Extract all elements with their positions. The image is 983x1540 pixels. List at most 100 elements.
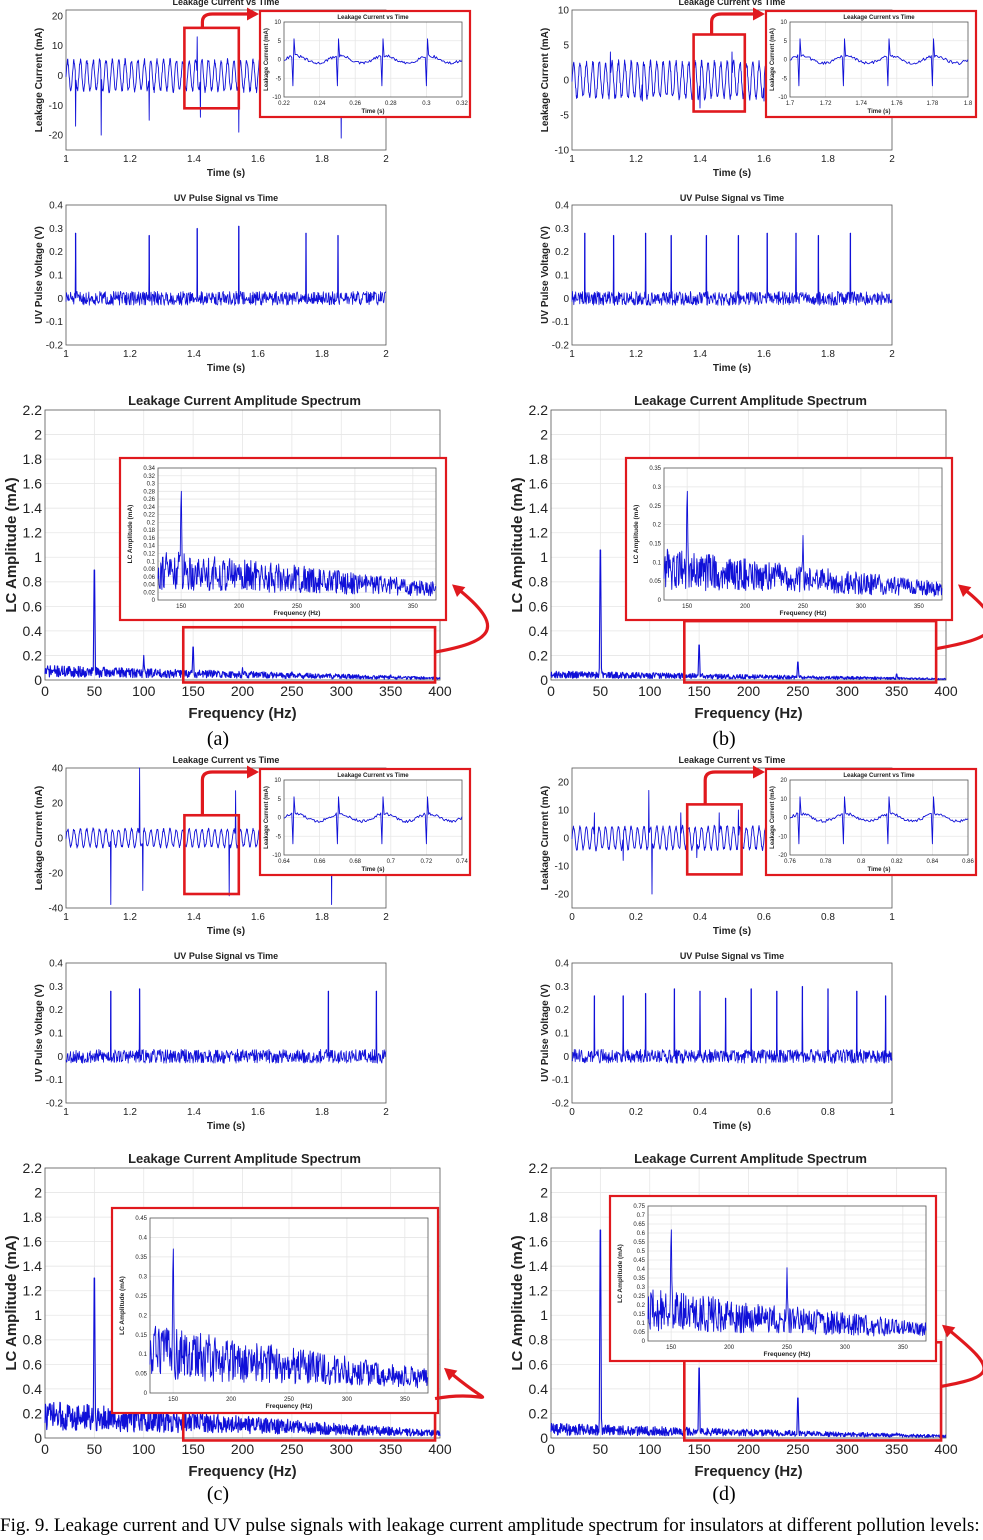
- time-inset-ytick-label: 10: [274, 778, 281, 784]
- spectrum-zoom-arrow: [935, 590, 983, 651]
- spectrum-inset-xtick-label: 200: [234, 604, 245, 610]
- uv-plot-title: UV Pulse Signal vs Time: [174, 951, 278, 961]
- time-inset-frame: [764, 767, 978, 877]
- spectrum-inset-ytick-label: 0.3: [147, 482, 156, 488]
- spectrum-zoom-arrow: [940, 1330, 983, 1389]
- spectrum-inset-ytick-label: 0.15: [633, 1312, 645, 1318]
- spectrum-xtick-label: 250: [786, 1441, 810, 1457]
- uv-plot-ylabel: UV Pulse Voltage (V): [34, 226, 45, 324]
- time-plot-xtick-label: 1.2: [123, 154, 137, 165]
- time-plot-ytick-label: 40: [52, 764, 64, 775]
- spectrum-xtick-label: 50: [593, 1441, 609, 1457]
- time-inset-xtick-label: 1.78: [927, 101, 939, 107]
- spectrum-inset-xlabel: Frequency (Hz): [764, 1351, 811, 1358]
- spectrum-xtick-label: 300: [330, 683, 354, 699]
- uv-plot-ytick-label: 0.2: [49, 1005, 63, 1016]
- figure-caption: Fig. 9. Leakage current and UV pulse sig…: [0, 1515, 983, 1536]
- time-zoom-arrow: [703, 770, 757, 805]
- time-inset-frame: [789, 779, 969, 856]
- spectrum-xtick-label: 400: [934, 1441, 958, 1457]
- spectrum-ytick-label: 0.4: [23, 1381, 43, 1397]
- uv-plot-xlabel: Time (s): [713, 1121, 751, 1132]
- time-inset-xtick-label: 0.76: [784, 859, 796, 865]
- time-plot: Leakage Current vs Time 1 1.2 1.4 1.6 1.8 2 -10…: [540, 0, 978, 179]
- spectrum-inset-ytick-label: 0: [642, 1339, 646, 1345]
- uv-plot-series-line: [571, 985, 893, 1064]
- time-inset-ytick-label: 20: [780, 778, 787, 784]
- spectrum-xtick-label: 200: [231, 1441, 255, 1457]
- spectrum-ytick-label: 0.8: [529, 574, 549, 590]
- spectrum-ytick-label: 1.8: [529, 1209, 549, 1225]
- uv-plot-xtick-label: 1.8: [821, 349, 835, 360]
- spectrum-inset-ytick-label: 0.2: [139, 1313, 148, 1319]
- time-plot-xtick-label: 2: [383, 154, 389, 165]
- spectrum-ylabel: LC Amplitude (mA): [509, 1235, 526, 1370]
- time-inset-title: Leakage Current vs Time: [337, 773, 409, 779]
- spectrum-inset-series-line: [647, 1229, 927, 1337]
- spectrum-ytick-label: 1: [540, 549, 548, 565]
- spectrum-xtick-label: 250: [786, 683, 810, 699]
- time-inset-ytick-label: 5: [278, 797, 282, 803]
- spectrum-ytick-label: 2.2: [23, 402, 43, 418]
- spectrum-xtick-label: 400: [934, 683, 958, 699]
- spectrum-ytick-label: 0.2: [23, 1405, 43, 1421]
- uv-plot-xtick-label: 2: [383, 349, 389, 360]
- time-inset-xtick-label: 0.86: [962, 859, 974, 865]
- time-zoom-arrow-head: [753, 7, 765, 21]
- spectrum-inset-ytick-label: 0.16: [143, 536, 155, 542]
- spectrum-ytick-label: 1.2: [23, 1283, 43, 1299]
- time-inset-xtick-label: 0.78: [820, 859, 832, 865]
- time-inset-xtick-label: 1.72: [820, 101, 832, 107]
- time-zoom-box: [685, 803, 743, 876]
- uv-plot-ylabel: UV Pulse Voltage (V): [540, 984, 551, 1082]
- spectrum-xtick-label: 50: [593, 683, 609, 699]
- time-plot-xtick-label: 1.6: [251, 154, 265, 165]
- spectrum-ytick-label: 0.6: [529, 1356, 549, 1372]
- spectrum-inset-ytick-label: 0.25: [633, 1294, 645, 1300]
- time-plot-xtick-label: 1.4: [187, 154, 201, 165]
- time-plot-ytick-label: 10: [52, 41, 64, 52]
- spectrum-inset-ytick-label: 0.32: [143, 474, 155, 480]
- time-plot-title: Leakage Current vs Time: [173, 0, 280, 7]
- spectrum-frame: [550, 1167, 947, 1439]
- spectrum-inset-ytick-label: 0.5: [637, 1249, 646, 1255]
- uv-plot-xtick-label: 1.2: [123, 1107, 137, 1118]
- time-zoom-arrow: [710, 12, 757, 35]
- uv-plot-xtick-label: 1: [63, 1107, 69, 1118]
- time-inset-xtick-label: 0.74: [456, 859, 468, 865]
- spectrum-ytick-label: 1.8: [23, 1209, 43, 1225]
- spectrum-inset-ytick-label: 0.26: [143, 497, 155, 503]
- uv-plot-xtick-label: 0.8: [821, 1107, 835, 1118]
- time-inset-ylabel: Leakage Current (mA): [770, 28, 776, 91]
- spectrum-series-line: [550, 549, 947, 681]
- uv-plot-ytick-label: -0.1: [46, 317, 64, 328]
- time-inset-ytick-label: 0: [784, 58, 788, 64]
- spectrum-inset-ytick-label: 0.2: [637, 1303, 646, 1309]
- uv-plot-xtick-label: 0.4: [693, 1107, 707, 1118]
- time-plot-xtick-label: 1.8: [315, 154, 329, 165]
- time-inset-series-line: [283, 796, 463, 845]
- time-inset-xtick-label: 0.82: [891, 859, 903, 865]
- uv-plot: UV Pulse Signal vs Time 1 1.2 1.4 1.6 1.8 2 -0.…: [34, 951, 389, 1132]
- time-inset-ytick-label: 10: [274, 20, 281, 26]
- time-inset-frame: [258, 767, 472, 877]
- time-inset-xtick-label: 0.3: [422, 101, 431, 107]
- spectrum-zoom-box: [683, 619, 938, 684]
- spectrum-ytick-label: 1.6: [23, 1234, 43, 1250]
- spectrum-inset: 150 200 250 300 350 0 0.05 0.1 0.15 0.2 0.25 0.3 0.3…: [110, 1206, 440, 1415]
- time-inset-ytick-label: -10: [272, 95, 281, 101]
- spectrum-xlabel: Frequency (Hz): [694, 705, 802, 722]
- spectrum-inset-ytick-label: 0.05: [633, 1330, 645, 1336]
- uv-plot-ytick-label: -0.2: [46, 1099, 64, 1110]
- uv-plot-series-line: [571, 232, 893, 306]
- spectrum-inset-frame: [157, 467, 437, 601]
- time-plot-xtick-label: 0: [569, 912, 575, 923]
- spectrum-xtick-label: 250: [280, 683, 304, 699]
- time-plot-xtick-label: 1: [63, 912, 69, 923]
- spectrum-inset-ytick-label: 0.7: [637, 1213, 646, 1219]
- time-plot-ytick-label: 5: [563, 41, 569, 52]
- uv-plot-xtick-label: 1: [63, 349, 69, 360]
- time-inset-ylabel: Leakage Current (mA): [264, 28, 270, 91]
- spectrum-inset-xtick-label: 300: [856, 604, 867, 610]
- spectrum-inset-ytick-label: 0.3: [637, 1285, 646, 1291]
